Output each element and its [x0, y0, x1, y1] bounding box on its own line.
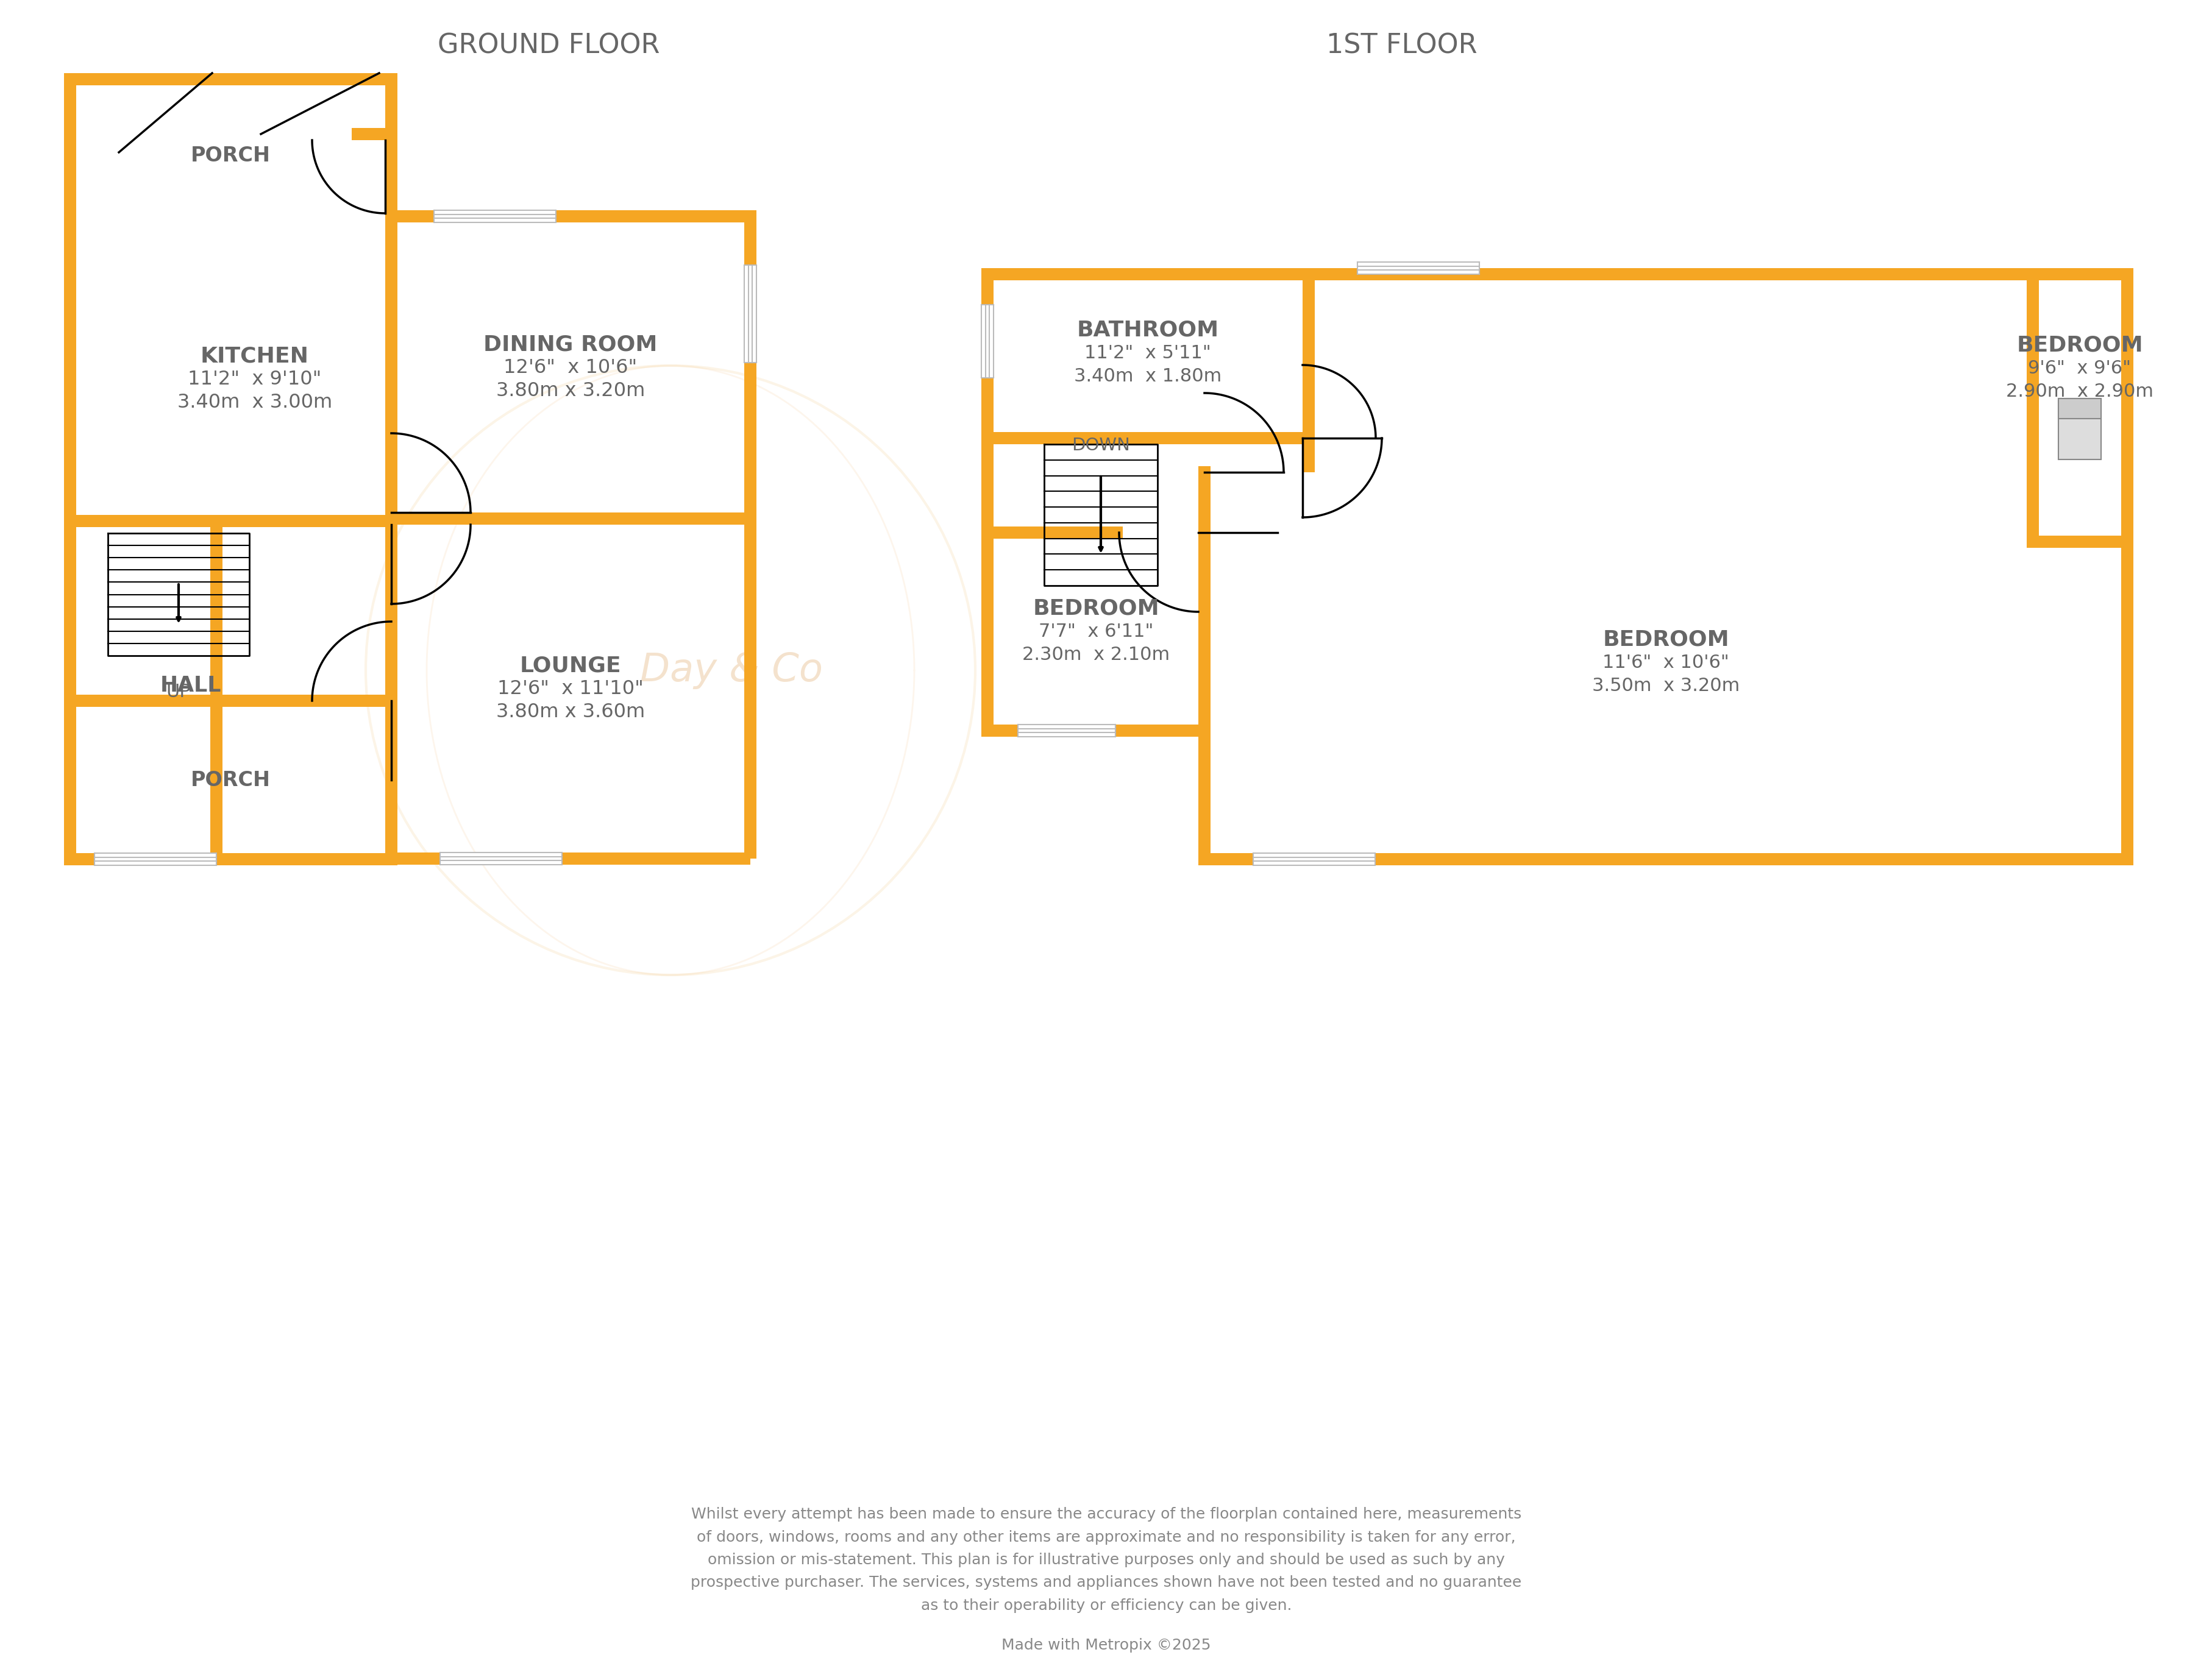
Bar	[95, 853, 217, 865]
Bar	[385, 853, 750, 865]
Text: DINING ROOM: DINING ROOM	[484, 333, 657, 355]
Bar	[385, 217, 398, 521]
Bar	[64, 515, 392, 526]
Bar	[743, 217, 757, 525]
Bar	[743, 513, 757, 858]
Bar	[64, 695, 392, 706]
Bar	[1303, 431, 1314, 471]
Text: Whilst every attempt has been made to ensure the accuracy of the floorplan conta: Whilst every attempt has been made to en…	[690, 1508, 1522, 1613]
Text: 3.40m  x 1.80m: 3.40m x 1.80m	[1073, 367, 1221, 385]
Bar	[64, 73, 75, 858]
Bar	[1199, 466, 1210, 865]
Text: PORCH: PORCH	[190, 145, 270, 165]
Text: 3.50m  x 3.20m: 3.50m x 3.20m	[1593, 676, 1739, 695]
Bar	[64, 73, 392, 85]
Bar	[1356, 262, 1480, 275]
Text: 2.30m  x 2.10m: 2.30m x 2.10m	[1022, 646, 1170, 663]
Bar	[2057, 398, 2101, 460]
Text: 11'2"  x 5'11": 11'2" x 5'11"	[1084, 343, 1210, 362]
Bar	[385, 513, 750, 525]
Text: HALL: HALL	[159, 675, 221, 696]
Text: BEDROOM: BEDROOM	[1601, 628, 1728, 650]
Bar	[982, 431, 993, 538]
Bar	[434, 210, 555, 223]
Bar	[64, 853, 392, 865]
Text: 9'6"  x 9'6": 9'6" x 9'6"	[2028, 360, 2130, 377]
Text: DOWN: DOWN	[1071, 436, 1130, 453]
Text: 11'2"  x 9'10": 11'2" x 9'10"	[188, 370, 321, 388]
Bar	[385, 73, 398, 258]
Text: LOUNGE: LOUNGE	[520, 655, 622, 676]
Bar	[2026, 536, 2126, 548]
Bar	[1018, 725, 1115, 736]
Text: 3.80m x 3.20m: 3.80m x 3.20m	[495, 382, 646, 400]
Bar	[982, 268, 1307, 280]
Text: BEDROOM: BEDROOM	[1033, 598, 1159, 618]
Text: UP: UP	[166, 683, 190, 700]
Bar	[2026, 268, 2037, 548]
Bar	[385, 513, 398, 858]
Bar	[385, 695, 398, 865]
Text: Day & Co: Day & Co	[639, 651, 823, 690]
Bar	[1199, 725, 1210, 736]
Bar	[1303, 268, 2132, 280]
Text: 3.40m  x 3.00m: 3.40m x 3.00m	[177, 393, 332, 412]
Bar	[385, 210, 757, 223]
Bar	[743, 265, 757, 363]
Bar	[1199, 533, 1210, 736]
Bar	[982, 268, 993, 445]
Bar	[1303, 268, 1314, 445]
Bar	[982, 431, 1307, 445]
Text: 12'6"  x 10'6": 12'6" x 10'6"	[504, 358, 637, 377]
Bar	[982, 526, 1121, 538]
Text: Made with Metropix ©2025: Made with Metropix ©2025	[1002, 1638, 1210, 1653]
Text: 3.80m x 3.60m: 3.80m x 3.60m	[495, 703, 644, 721]
Text: 11'6"  x 10'6": 11'6" x 10'6"	[1601, 653, 1730, 671]
Bar	[2057, 398, 2101, 418]
Bar	[2121, 268, 2132, 548]
Text: 2.90m  x 2.90m: 2.90m x 2.90m	[2006, 383, 2152, 400]
Bar	[982, 725, 1203, 736]
Text: 7'7"  x 6'11": 7'7" x 6'11"	[1037, 623, 1152, 640]
Bar	[982, 533, 993, 736]
Text: KITCHEN: KITCHEN	[201, 345, 310, 367]
Bar	[982, 305, 993, 378]
Bar	[440, 853, 562, 865]
Bar	[210, 515, 223, 865]
Bar	[1199, 853, 2126, 865]
Text: 12'6"  x 11'10": 12'6" x 11'10"	[498, 680, 644, 698]
Text: BATHROOM: BATHROOM	[1077, 320, 1219, 340]
Bar	[64, 701, 75, 860]
Text: 1ST FLOOR: 1ST FLOOR	[1327, 33, 1478, 58]
Text: BEDROOM: BEDROOM	[2015, 335, 2143, 355]
Bar	[1252, 853, 1374, 865]
Bar	[352, 128, 398, 140]
Text: GROUND FLOOR: GROUND FLOOR	[438, 33, 659, 58]
Bar	[2121, 536, 2132, 865]
Text: PORCH: PORCH	[190, 770, 270, 790]
